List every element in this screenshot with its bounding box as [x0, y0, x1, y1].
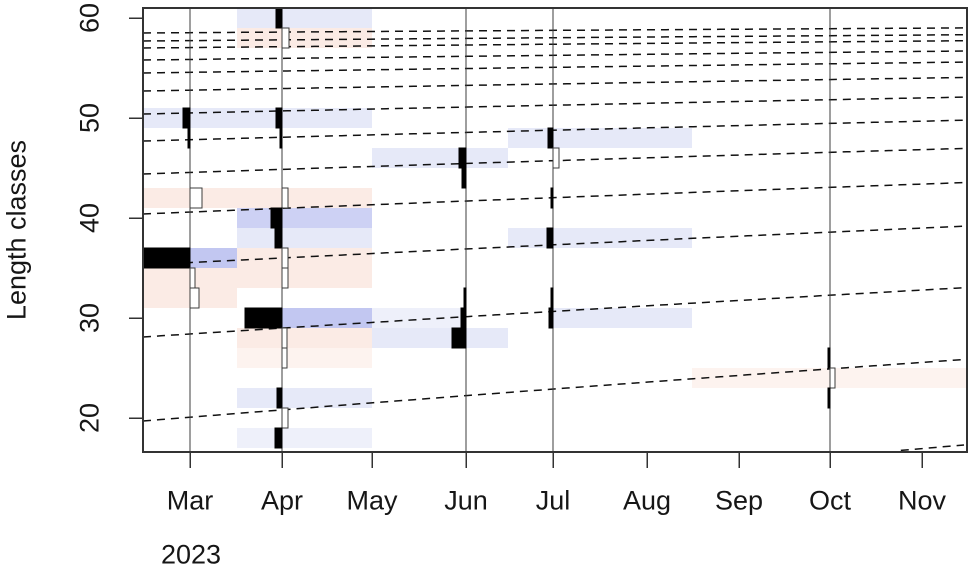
restructured-cell	[237, 328, 372, 348]
catch-bar	[550, 187, 554, 209]
catch-bar	[829, 367, 836, 389]
restructured-cell	[143, 268, 372, 288]
x-tick-label-nov: Nov	[897, 485, 947, 516]
catch-bar	[827, 387, 831, 409]
x-tick-label-may: May	[346, 485, 398, 516]
x-tick-label-jul: Jul	[535, 485, 571, 516]
restructured-cell	[237, 248, 372, 268]
catch-bar	[182, 107, 191, 129]
x-tick-label-apr: Apr	[260, 485, 304, 516]
restructured-cell	[237, 28, 372, 48]
catch-bar	[546, 227, 554, 249]
catch-bar	[451, 327, 467, 349]
catch-bar	[460, 307, 467, 329]
catch-bar	[189, 187, 203, 209]
catch-bar	[276, 387, 283, 409]
catch-bar	[548, 307, 554, 329]
restructured-cell	[372, 328, 508, 348]
x-tick-label-mar: Mar	[166, 485, 214, 516]
y-tick-label-60: 60	[74, 2, 105, 34]
catch-bar	[189, 267, 196, 289]
catch-bar	[270, 207, 283, 229]
restructured-cell	[237, 348, 372, 368]
catch-bar	[281, 407, 289, 429]
catch-bar	[244, 307, 283, 329]
restructured-cell	[237, 8, 372, 28]
restructured-cell	[372, 148, 508, 168]
x-tick-label-jun: Jun	[444, 485, 488, 516]
y-tick-label-50: 50	[74, 102, 105, 134]
catch-bar	[552, 147, 560, 169]
plot-border	[142, 7, 968, 453]
restructured-cell	[553, 308, 692, 328]
growth-curve	[900, 444, 965, 452]
catch-bar	[274, 227, 283, 249]
x-tick-label-oct: Oct	[808, 485, 852, 516]
catch-bar	[463, 287, 467, 309]
catch-bar	[458, 147, 467, 169]
restructured-cell	[143, 188, 372, 208]
x-tick-label-aug: Aug	[622, 485, 672, 516]
catch-bar	[461, 167, 467, 189]
catch-bar	[275, 7, 283, 29]
restructured-cell	[372, 308, 466, 328]
y-tick-label-30: 30	[74, 302, 105, 334]
restructured-cell	[237, 208, 372, 228]
restructured-cell	[237, 228, 372, 248]
catch-bar	[143, 247, 191, 269]
catch-bar	[281, 247, 289, 269]
restructured-cell	[508, 128, 692, 148]
catch-bar	[281, 327, 288, 349]
x-axis-year-label: 2023	[160, 539, 222, 570]
restructured-cell	[237, 428, 372, 448]
x-tick-label-sep: Sep	[714, 485, 764, 516]
restructured-cell	[190, 248, 237, 268]
catch-bar	[281, 187, 289, 209]
restructured-cell	[508, 228, 692, 248]
catch-bar	[281, 347, 288, 369]
y-tick-label-40: 40	[74, 202, 105, 234]
y-axis-title: Length classes	[1, 139, 32, 321]
y-tick-label-20: 20	[74, 402, 105, 434]
catch-bar	[827, 347, 831, 369]
restructured-cell	[237, 388, 372, 408]
catch-bar	[189, 287, 200, 309]
catch-bar	[187, 127, 191, 149]
catch-bar	[279, 127, 283, 149]
catch-bar	[547, 127, 554, 149]
catch-bar	[550, 287, 554, 309]
restructured-cell	[282, 308, 372, 328]
catch-bar	[281, 267, 289, 289]
catch-bar	[281, 27, 290, 49]
catch-bar	[275, 107, 283, 129]
catch-bar	[274, 427, 283, 449]
